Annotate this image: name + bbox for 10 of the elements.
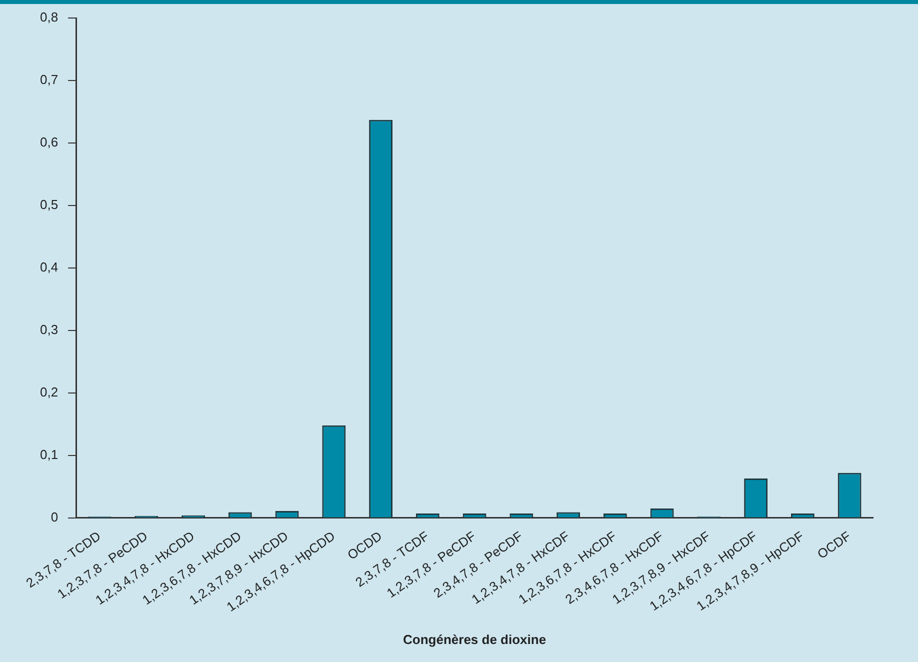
y-tick-label: 0,1 (40, 446, 58, 462)
x-axis-title: Congénères de dioxine (403, 632, 546, 647)
y-tick-label: 0,8 (40, 10, 58, 25)
y-tick-label: 0,5 (40, 197, 58, 212)
y-tick-label: 0 (50, 509, 58, 524)
y-tick-label: 0,7 (40, 72, 58, 88)
y-tick-label: 0,6 (40, 134, 58, 150)
y-tick-label: 0,2 (40, 384, 58, 400)
y-tick-label: 0,3 (40, 322, 58, 337)
y-tick-label: 0,4 (40, 260, 58, 275)
